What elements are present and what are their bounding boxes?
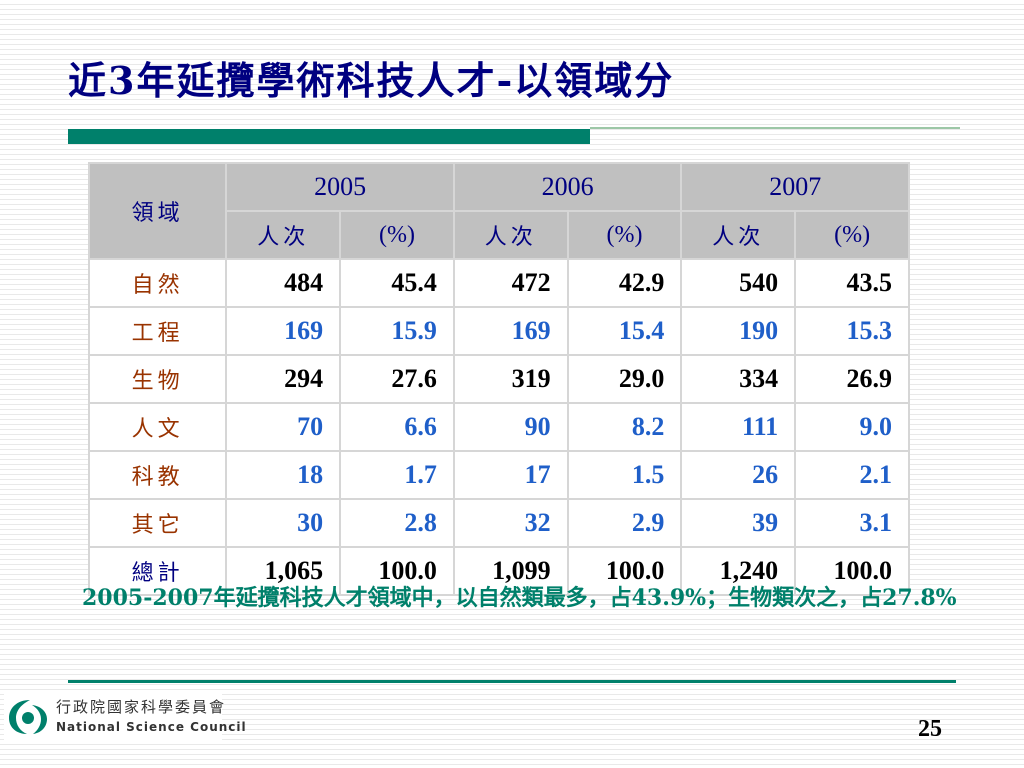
title-underline-line (590, 127, 960, 129)
cell-count-2006: 90 (452, 402, 569, 452)
cell-percent-2006: 29.0 (566, 354, 683, 404)
cell-count-2005: 484 (225, 258, 342, 308)
cell-count-2005: 18 (225, 450, 342, 500)
header-percent: (%) (339, 210, 455, 260)
cell-count-2006: 472 (452, 258, 569, 308)
nsc-logo: 行政院國家科學委員會 National Science Council (4, 692, 246, 744)
header-field: 領域 (87, 162, 228, 260)
header-year-2006: 2006 (452, 162, 683, 212)
table-row-engineering: 工程 169 15.9 169 15.4 190 15.3 (87, 306, 910, 356)
header-count: 人次 (452, 210, 569, 260)
header-year-2005: 2005 (225, 162, 455, 212)
cell-percent-2005: 2.8 (339, 498, 455, 548)
cell-percent-2007: 26.9 (794, 354, 910, 404)
cell-percent-2007: 43.5 (794, 258, 910, 308)
header-percent: (%) (794, 210, 910, 260)
cell-percent-2007: 100.0 (794, 546, 910, 596)
row-label: 科教 (87, 450, 228, 500)
table-row-science-education: 科教 18 1.7 17 1.5 26 2.1 (87, 450, 910, 500)
cell-percent-2005: 1.7 (339, 450, 455, 500)
footer-divider (68, 680, 956, 683)
row-label: 總計 (87, 546, 228, 596)
slide-title: 近3年延攬學術科技人才-以領域分 (68, 58, 675, 103)
header-count: 人次 (225, 210, 342, 260)
table-row-total: 總計 1,065 100.0 1,099 100.0 1,240 100.0 (87, 546, 910, 596)
header-year-2007: 2007 (680, 162, 910, 212)
cell-count-2006: 17 (452, 450, 569, 500)
nsc-name-chinese: 行政院國家科學委員會 (56, 698, 227, 716)
table-header-row-units: 人次 (%) 人次 (%) 人次 (%) (89, 210, 910, 260)
cell-count-2005: 1,065 (225, 546, 342, 596)
cell-count-2005: 294 (225, 354, 342, 404)
cell-percent-2006: 42.9 (566, 258, 683, 308)
cell-count-2007: 334 (680, 354, 797, 404)
table-row-biology: 生物 294 27.6 319 29.0 334 26.9 (87, 354, 910, 404)
cell-percent-2007: 9.0 (794, 402, 910, 452)
row-label: 工程 (87, 306, 228, 356)
nsc-emblem-icon (9, 700, 47, 734)
table-row-natural-science: 自然 484 45.4 472 42.9 540 43.5 (87, 258, 910, 308)
summary-note: 2005-2007年延攬科技人才領域中，以自然類最多，占43.9%；生物類次之，… (82, 585, 957, 611)
row-label: 生物 (87, 354, 228, 404)
cell-count-2006: 1,099 (452, 546, 569, 596)
cell-count-2007: 26 (680, 450, 797, 500)
cell-percent-2007: 15.3 (794, 306, 910, 356)
cell-percent-2006: 8.2 (566, 402, 683, 452)
cell-percent-2006: 1.5 (566, 450, 683, 500)
cell-count-2007: 1,240 (680, 546, 797, 596)
cell-percent-2006: 100.0 (566, 546, 683, 596)
cell-count-2006: 32 (452, 498, 569, 548)
cell-count-2007: 111 (680, 402, 797, 452)
header-count: 人次 (680, 210, 797, 260)
cell-count-2007: 190 (680, 306, 797, 356)
cell-count-2006: 319 (452, 354, 569, 404)
cell-count-2005: 169 (225, 306, 342, 356)
cell-percent-2007: 3.1 (794, 498, 910, 548)
header-percent: (%) (566, 210, 683, 260)
cell-percent-2005: 27.6 (339, 354, 455, 404)
cell-count-2007: 540 (680, 258, 797, 308)
cell-percent-2005: 100.0 (339, 546, 455, 596)
row-label: 人文 (87, 402, 228, 452)
nsc-name-english: National Science Council (56, 720, 247, 734)
title-underline-bar (68, 129, 590, 144)
cell-percent-2005: 6.6 (339, 402, 455, 452)
page-number: 25 (918, 716, 942, 742)
cell-percent-2005: 15.9 (339, 306, 455, 356)
row-label: 自然 (87, 258, 228, 308)
cell-percent-2007: 2.1 (794, 450, 910, 500)
cell-count-2007: 39 (680, 498, 797, 548)
table-header-row-years: 領域 2005 2006 2007 (87, 162, 910, 260)
table-row-other: 其它 30 2.8 32 2.9 39 3.1 (87, 498, 910, 548)
row-label: 其它 (87, 498, 228, 548)
cell-count-2006: 169 (452, 306, 569, 356)
cell-percent-2005: 45.4 (339, 258, 455, 308)
cell-count-2005: 30 (225, 498, 342, 548)
cell-count-2005: 70 (225, 402, 342, 452)
cell-percent-2006: 15.4 (566, 306, 683, 356)
talent-by-field-table: 領域 2005 2006 2007 人次 (%) 人次 (%) 人次 (%) 自… (87, 162, 910, 596)
cell-percent-2006: 2.9 (566, 498, 683, 548)
table-row-humanities: 人文 70 6.6 90 8.2 111 9.0 (87, 402, 910, 452)
